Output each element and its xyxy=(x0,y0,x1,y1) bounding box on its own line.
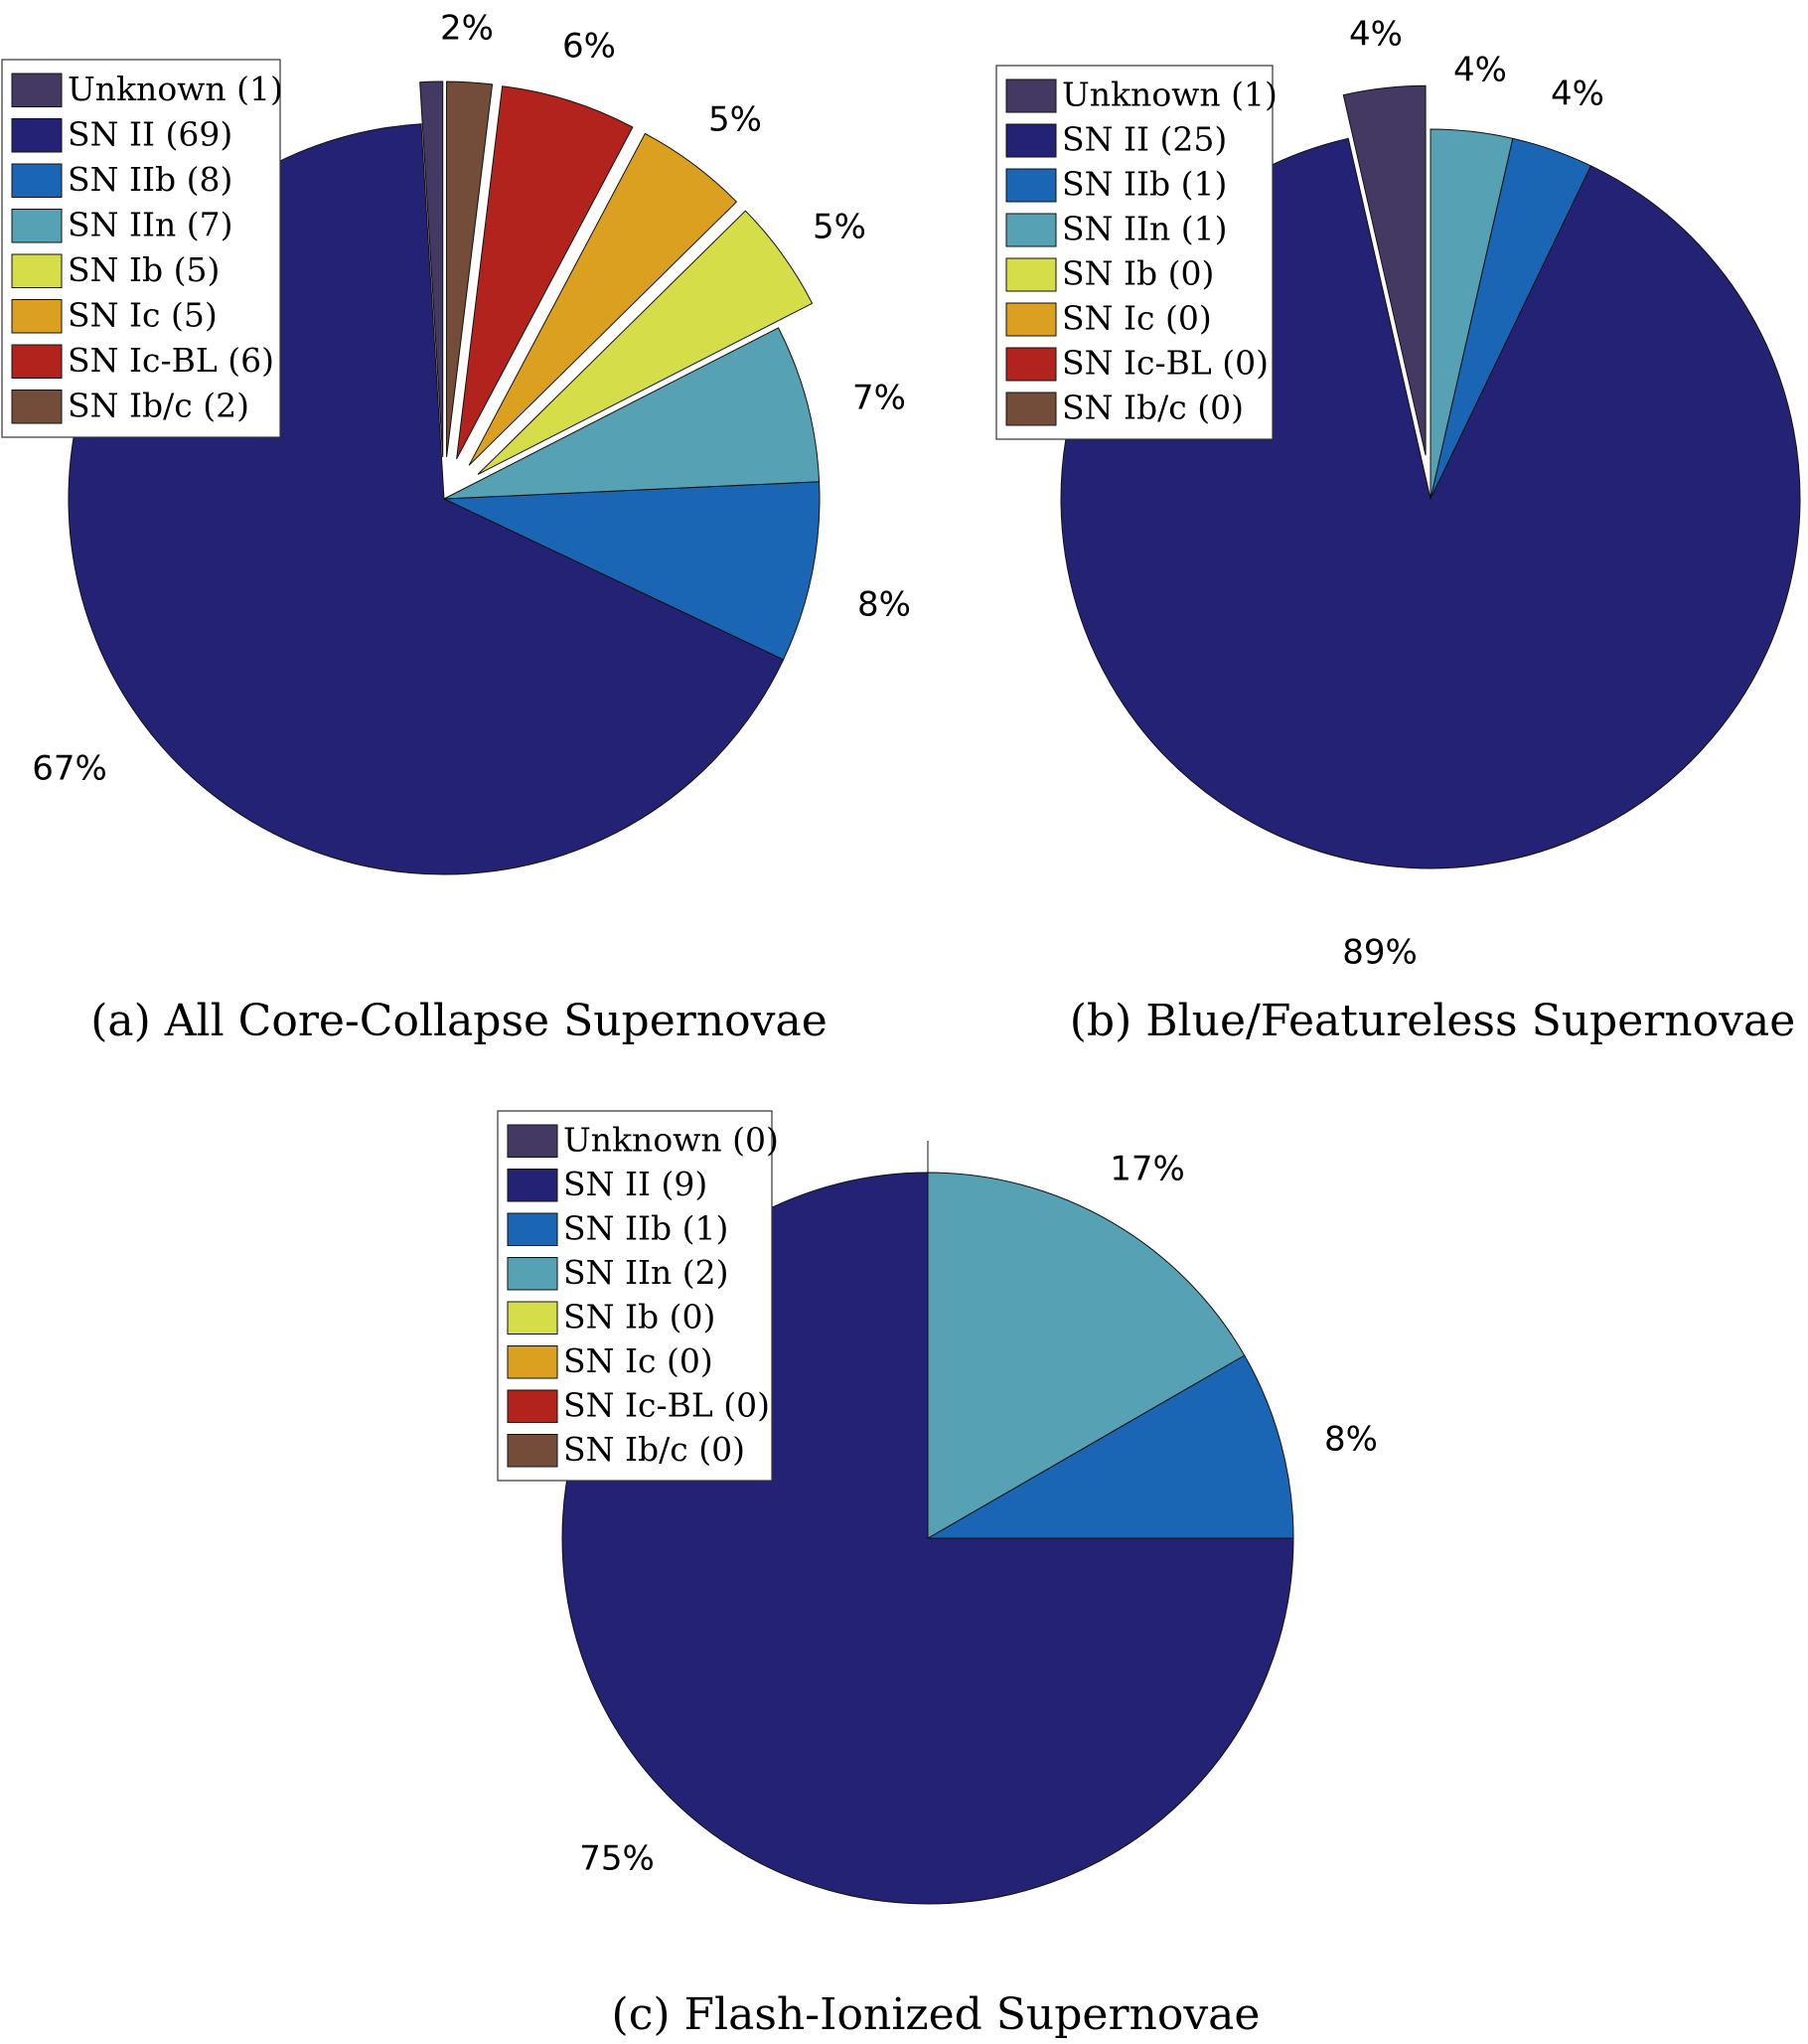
pie-3-legend-entry: SN Ib/c (0) xyxy=(563,1430,745,1469)
pie-2-legend-swatch xyxy=(1005,302,1057,337)
pie-2-slice-sn-iin-percent-label: 4% xyxy=(1453,51,1507,90)
pie-1-caption: (a) All Core-Collapse Supernovae xyxy=(90,996,828,1046)
pie-2-legend-swatch xyxy=(1005,392,1057,426)
pie-1-legend-entry: SN Ib/c (2) xyxy=(68,386,249,424)
pie-3-legend-entry: SN Ib (0) xyxy=(563,1297,715,1336)
pie-1-legend-entry: SN Ic-BL (6) xyxy=(68,341,274,380)
pie-3-slice-sn-iib-percent-label: 8% xyxy=(1324,1420,1378,1460)
pie-panel-3: 75% 8% 17% Unknown (0) SN II (9) SN IIb (1) SN… xyxy=(497,1110,1378,2040)
pie-2-legend-entry: SN Ib (0) xyxy=(1062,254,1214,293)
pie-3-legend-swatch xyxy=(507,1301,558,1335)
pie-1-slice-sn-iib xyxy=(443,481,821,661)
pie-3-legend-entry: SN IIn (2) xyxy=(563,1253,729,1292)
pie-panel-1: 67% 8% 7% 5% 5% 6% 2% Unknown (1) SN II (69) SN I… xyxy=(1,9,911,1046)
pie-1-slice-sn-ii-percent-label: 67% xyxy=(32,749,107,789)
pie-2-slice-sn-ii-percent-label: 89% xyxy=(1342,933,1418,973)
pie-1-legend-swatch xyxy=(11,390,63,424)
pie-3-legend-swatch xyxy=(507,1124,558,1158)
pie-2-legend-swatch xyxy=(1005,257,1057,292)
pie-1-slice-sn-ic-bl xyxy=(456,85,634,460)
pie-3-legend-entry: SN II (9) xyxy=(563,1165,707,1203)
pie-1-legend: Unknown (1) SN II (69) SN IIb (8) SN IIn (7… xyxy=(1,59,283,438)
pie-1-legend-entry: SN Ib (5) xyxy=(68,250,220,289)
pie-2-slice-unknown xyxy=(1342,84,1427,456)
pie-1-slice-sn-ib-c-percent-label: 2% xyxy=(440,9,494,49)
pie-3-legend-entry: SN Ic-BL (0) xyxy=(563,1385,770,1424)
pie-1-slice-sn-ic xyxy=(468,132,738,466)
pie-3-legend-swatch xyxy=(507,1389,558,1423)
pie-3-legend-swatch xyxy=(507,1169,558,1202)
pie-1-legend-swatch xyxy=(11,344,63,379)
pie-2-legend-entry: SN Ic (0) xyxy=(1062,299,1212,338)
pie-3-legend-entry: Unknown (0) xyxy=(563,1120,779,1159)
pie-1-legend-entry: Unknown (1) xyxy=(68,70,283,108)
pie-2-slice-sn-iin xyxy=(1430,128,1514,500)
pie-1-slice-unknown xyxy=(419,80,444,458)
pie-1-slice-sn-iin-percent-label: 7% xyxy=(852,379,906,418)
pie-3-legend-swatch xyxy=(507,1345,558,1379)
pie-1-legend-swatch xyxy=(11,253,63,288)
pie-3-slice-sn-iib xyxy=(926,1354,1294,1539)
pie-1-slice-sn-ib-percent-label: 5% xyxy=(813,208,866,247)
pie-2-caption: (b) Blue/Featureless Supernovae xyxy=(1070,996,1796,1046)
pie-2-legend-entry: SN IIb (1) xyxy=(1062,165,1227,204)
pie-3-legend-swatch xyxy=(507,1212,558,1246)
pie-1-legend-entry: SN Ic (5) xyxy=(68,295,218,334)
pie-2-legend-entry: SN Ib/c (0) xyxy=(1062,389,1244,427)
pie-2-slice-sn-iib-percent-label: 4% xyxy=(1551,75,1604,114)
pie-1-legend-entry: SN IIn (7) xyxy=(68,205,233,243)
pie-3-legend-swatch xyxy=(507,1257,558,1291)
pie-2-legend-entry: SN Ic-BL (0) xyxy=(1062,344,1269,383)
pie-1-legend-swatch xyxy=(11,209,63,243)
pie-2-slice-unknown-percent-label: 4% xyxy=(1349,15,1403,55)
pie-1-slice-sn-iin xyxy=(443,327,821,500)
pie-3-slice-sn-ii-percent-label: 75% xyxy=(579,1839,655,1879)
pie-1-legend-entry: SN II (69) xyxy=(68,114,232,153)
pie-2-legend-swatch xyxy=(1005,347,1057,382)
pie-3-slice-sn-iin xyxy=(927,1172,1246,1539)
pie-1-slice-sn-ib-c xyxy=(446,80,494,458)
pie-2-legend-entry: SN IIn (1) xyxy=(1062,210,1228,248)
pie-2-legend-swatch xyxy=(1005,213,1057,247)
pie-1-legend-swatch xyxy=(11,118,63,153)
pie-2-legend-swatch xyxy=(1005,79,1057,113)
pie-3-legend-swatch xyxy=(507,1434,558,1468)
pie-3-legend-entry: SN IIb (1) xyxy=(563,1208,728,1247)
pie-2-legend-entry: Unknown (1) xyxy=(1062,76,1278,114)
pie-2-legend-swatch xyxy=(1005,123,1057,158)
pie-1-slice-sn-ib xyxy=(477,210,814,475)
pie-3-legend-entry: SN Ic (0) xyxy=(563,1341,713,1380)
pie-1-legend-swatch xyxy=(11,163,63,198)
pie-3-legend: Unknown (0) SN II (9) SN IIb (1) SN IIn (2)… xyxy=(497,1110,779,1482)
pie-1-slice-sn-iib-percent-label: 8% xyxy=(857,585,911,625)
pie-2-legend: Unknown (1) SN II (25) SN IIb (1) SN IIn (1… xyxy=(995,65,1278,440)
pie-2-legend-swatch xyxy=(1005,168,1057,203)
pie-1-legend-swatch xyxy=(11,299,63,334)
pie-panel-2: 4% 89% 4% 4% Unknown (1) SN II (25) SN IIb (1)… xyxy=(995,15,1801,1046)
pie-1-legend-swatch xyxy=(11,73,63,107)
pie-3-slice-sn-iin-percent-label: 17% xyxy=(1110,1150,1185,1189)
pie-3-caption: (c) Flash-Ionized Supernovae xyxy=(612,1989,1261,2040)
pie-1-slice-sn-ic-percent-label: 5% xyxy=(708,100,762,140)
pie-1-legend-entry: SN IIb (8) xyxy=(68,160,232,199)
pie-1-slice-sn-ic-bl-percent-label: 6% xyxy=(562,27,616,67)
pie-2-legend-entry: SN II (25) xyxy=(1062,120,1227,159)
